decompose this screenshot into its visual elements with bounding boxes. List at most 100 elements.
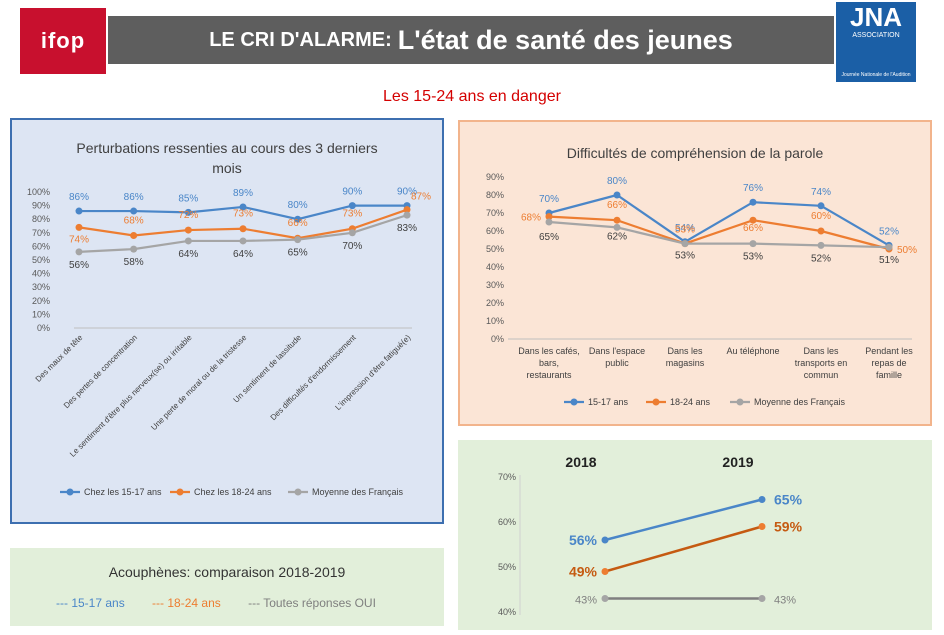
data-label: 65% (288, 248, 308, 259)
x-category-label: commun (804, 370, 839, 380)
chart-title: Perturbations ressenties au cours des 3 … (76, 140, 377, 156)
perturbations-chart: Perturbations ressenties au cours des 3 … (27, 140, 431, 497)
legend-label: Moyenne des Français (754, 397, 846, 407)
comprehension-panel: Difficultés de compréhension de la parol… (458, 120, 932, 426)
x-category-label: famille (876, 370, 902, 380)
perturbations-panel: Perturbations ressenties au cours des 3 … (10, 118, 444, 524)
data-label: 66% (607, 200, 627, 211)
x-category-label: Au téléphone (726, 346, 779, 356)
data-label: 43% (575, 595, 597, 607)
data-point (403, 206, 411, 214)
series-line-0 (548, 193, 890, 247)
data-point (294, 236, 302, 244)
data-label: 58% (124, 257, 144, 268)
data-label: 65% (774, 492, 803, 508)
data-label: 89% (233, 188, 253, 199)
ifop-logo[interactable]: ifop (20, 8, 106, 74)
data-label: 73% (233, 209, 253, 220)
data-label: 80% (288, 200, 308, 211)
data-point (130, 245, 138, 253)
data-point (601, 568, 609, 575)
data-label: 83% (397, 223, 417, 234)
x-category-label: Dans les (803, 346, 839, 356)
series-line-1 (548, 215, 890, 251)
title-bar (108, 16, 834, 64)
page-title-main: L'état de santé des jeunes (397, 24, 733, 55)
data-point (348, 202, 356, 210)
data-point (758, 523, 766, 530)
data-point (758, 595, 766, 602)
y-tick-label: 60% (498, 517, 516, 527)
data-label: 64% (178, 249, 198, 260)
data-point (817, 202, 825, 210)
data-point (601, 595, 609, 602)
y-tick-label: 70% (32, 228, 50, 238)
x-category-label: Le sentiment d'être plus nerveux(se) ou … (68, 333, 194, 459)
acouphenes-legend: --- 15-17 ans --- 18-24 ans --- Toutes r… (56, 596, 400, 610)
y-tick-label: 70% (498, 472, 516, 482)
legend-toutes: --- Toutes réponses OUI (248, 596, 376, 610)
data-point (749, 240, 757, 248)
legend-label: 18-24 ans (670, 397, 711, 407)
comprehension-chart: Difficultés de compréhension de la parol… (486, 145, 917, 407)
legend-label: Moyenne des Français (312, 487, 404, 497)
data-label: 53% (675, 251, 695, 262)
data-label: 85% (178, 193, 198, 204)
y-tick-label: 60% (486, 226, 504, 236)
page-title-prefix: LE CRI D'ALARME: (209, 28, 392, 51)
x-category-label: Pendant les (865, 346, 913, 356)
y-tick-label: 20% (486, 298, 504, 308)
acouphenes-chart: 2018 2019 40% 50% 60% 70% 56% 65% 49% 59% 43% 43% (498, 454, 803, 617)
data-label: 43% (774, 595, 796, 607)
legend-marker (736, 398, 744, 406)
x-category-label: Des maux de tête (34, 333, 85, 384)
data-label: 52% (811, 253, 831, 264)
year-label: 2019 (722, 454, 753, 470)
y-tick-label: 10% (32, 309, 50, 319)
data-point (613, 223, 621, 231)
data-point (817, 241, 825, 249)
chart-title: Difficultés de compréhension de la parol… (567, 145, 824, 161)
data-point (75, 223, 83, 231)
y-tick-label: 70% (486, 208, 504, 218)
data-label: 70% (342, 241, 362, 252)
legend-marker (652, 398, 660, 406)
y-tick-label: 90% (32, 201, 50, 211)
x-category-label: Une perte de moral ou de la tristesse (149, 333, 249, 433)
data-label: 74% (69, 234, 89, 245)
jna-logo-footer: Journée Nationale de l'Audition (841, 72, 911, 78)
y-tick-label: 60% (32, 241, 50, 251)
data-point (239, 203, 247, 211)
jna-logo[interactable]: JNA ASSOCIATION Journée Nationale de l'A… (836, 2, 916, 82)
y-tick-label: 10% (486, 316, 504, 326)
data-label: 66% (743, 223, 763, 234)
data-label: 50% (897, 245, 917, 256)
data-label: 87% (411, 192, 431, 203)
data-label: 76% (743, 183, 763, 194)
legend-marker (66, 488, 74, 496)
legend-label: Chez les 15-17 ans (84, 487, 162, 497)
x-category-label: restaurants (526, 370, 572, 380)
data-label: 72% (178, 210, 198, 221)
x-category-label: magasins (666, 358, 705, 368)
y-tick-label: 90% (486, 172, 504, 182)
x-category-label: Dans les cafés, (518, 346, 580, 356)
data-point (184, 226, 192, 234)
data-point (545, 213, 553, 221)
data-label: 86% (69, 192, 89, 203)
acouphenes-legend-panel: Acouphènes: comparaison 2018-2019 --- 15… (10, 548, 444, 626)
data-point (885, 243, 893, 251)
data-label: 70% (539, 194, 559, 205)
jna-logo-text: JNA (849, 2, 902, 32)
data-label: 90% (342, 187, 362, 198)
y-tick-label: 40% (486, 262, 504, 272)
header: ifop LE CRI D'ALARME: L'état de santé de… (0, 0, 944, 82)
data-label: 68% (521, 213, 541, 224)
data-label: 65% (539, 232, 559, 243)
chart-title: mois (212, 160, 242, 176)
y-tick-label: 80% (486, 190, 504, 200)
data-label: 80% (607, 176, 627, 187)
y-tick-label: 30% (32, 282, 50, 292)
x-category-label: Des difficultés d'endormissement (269, 333, 359, 423)
x-category-label: bars, (539, 358, 559, 368)
